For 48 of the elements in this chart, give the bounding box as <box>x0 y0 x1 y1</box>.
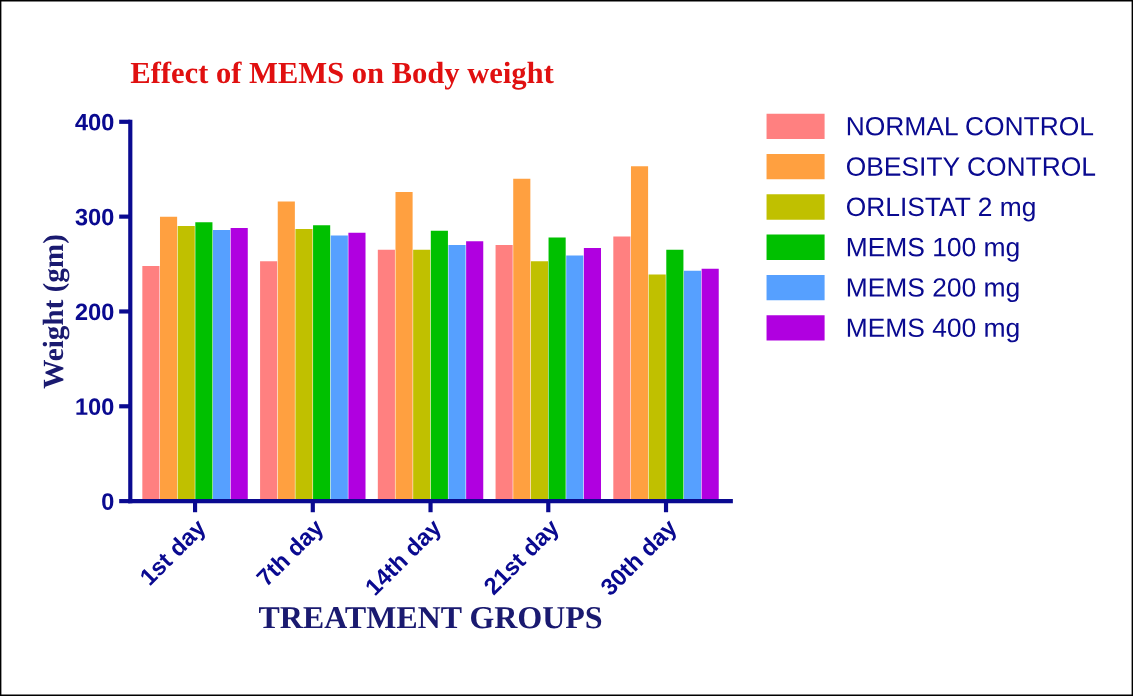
y-tick-label: 400 <box>75 113 114 131</box>
bar <box>648 274 666 502</box>
legend-label: OBESITY CONTROL <box>846 157 1096 176</box>
bar <box>701 268 719 502</box>
legend-label: MEMS 100 mg <box>847 237 1019 262</box>
bar <box>566 255 584 502</box>
y-tick-label: 300 <box>75 208 114 226</box>
legend-label: MEMS 200 mg <box>847 278 1019 303</box>
bar <box>212 229 231 502</box>
chart-title: Effect of MEMS on Body weight <box>130 61 554 90</box>
bar <box>160 216 178 502</box>
legend-label: NORMAL CONTROL <box>847 116 1094 136</box>
y-tick-label: 0 <box>102 493 114 510</box>
bar <box>548 237 566 502</box>
bar <box>295 228 313 502</box>
y-axis-title: Weight (gm) <box>42 235 70 389</box>
bar <box>348 232 366 502</box>
bar <box>448 245 466 502</box>
x-axis-title: TREATMENT GROUPS <box>259 606 602 629</box>
y-tick-label: 200 <box>75 303 114 321</box>
bar <box>377 249 395 502</box>
bar <box>413 249 431 502</box>
legend-label: MEMS 400 mg <box>847 318 1019 343</box>
bar <box>683 270 702 502</box>
bar <box>666 249 684 502</box>
x-tick-label: 30th day <box>598 517 682 600</box>
bar <box>513 178 531 502</box>
bar <box>142 265 160 502</box>
bar <box>313 225 331 502</box>
bar <box>395 191 413 502</box>
bar <box>583 247 601 502</box>
bar <box>530 261 549 502</box>
bar <box>260 261 278 502</box>
bar <box>330 235 348 502</box>
x-tick-label: 7th day <box>255 517 329 591</box>
bar <box>195 222 213 502</box>
bar <box>277 201 295 502</box>
bar <box>230 228 248 502</box>
bar <box>177 226 195 502</box>
bar <box>430 230 448 502</box>
bar <box>466 241 484 502</box>
y-tick-label: 100 <box>76 398 114 416</box>
bar <box>495 245 513 502</box>
x-tick-label: 14th day <box>363 517 447 600</box>
bar <box>630 166 649 502</box>
x-tick-label: 1st day <box>138 517 211 590</box>
legend-label: ORLISTAT 2 mg <box>846 197 1035 222</box>
bar <box>613 236 631 502</box>
